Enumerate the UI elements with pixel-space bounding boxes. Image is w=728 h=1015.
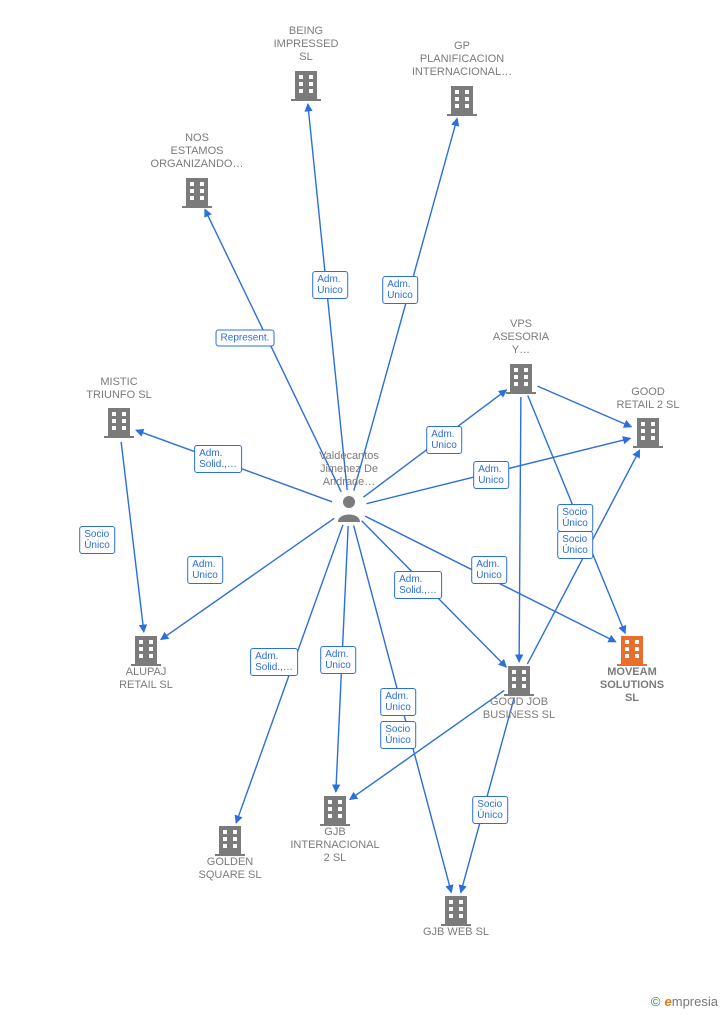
edge-label: Adm.Solid.,… — [394, 571, 442, 599]
edge-vps-goodjob — [519, 397, 521, 662]
edge-goodjob-gjbweb — [461, 697, 514, 892]
node-label: BEING IMPRESSED SL — [241, 25, 371, 65]
building-icon — [441, 894, 471, 926]
network-diagram: { "canvas": { "width": 728, "height": 10… — [0, 0, 728, 1015]
building-icon — [633, 416, 663, 448]
node-label: MOVEAM SOLUTIONS SL — [567, 666, 697, 706]
edge-label: Adm.Unico — [320, 646, 356, 674]
edge-label: Adm.Unico — [426, 426, 462, 454]
node-label: GOOD RETAIL 2 SL — [583, 386, 713, 412]
node-label: Valdecantos Jimenez De Andrade… — [284, 450, 414, 490]
building-icon — [506, 362, 536, 394]
edge-label: Adm.Solid.,… — [250, 648, 298, 676]
building-icon — [617, 634, 647, 666]
node-label: ALUPAJ RETAIL SL — [81, 666, 211, 692]
building-icon — [215, 824, 245, 856]
edge-label: SocioÚnico — [79, 526, 115, 554]
edge-label: Adm.Unico — [380, 688, 416, 716]
edge-label: Adm.Unico — [187, 556, 223, 584]
building-icon — [291, 69, 321, 101]
node-moveam[interactable]: MOVEAM SOLUTIONS SL — [567, 630, 697, 706]
building-icon — [320, 794, 350, 826]
brand-rest: mpresia — [672, 994, 718, 1009]
node-center[interactable]: Valdecantos Jimenez De Andrade… — [284, 450, 414, 522]
node-good2[interactable]: GOOD RETAIL 2 SL — [583, 386, 713, 448]
node-nos[interactable]: NOS ESTAMOS ORGANIZANDO… — [132, 132, 262, 208]
node-vps[interactable]: VPS ASESORIA Y… — [456, 318, 586, 394]
brand-e: e — [665, 994, 672, 1009]
edge-label: SocioÚnico — [557, 504, 593, 532]
edge-label: SocioÚnico — [380, 721, 416, 749]
node-label: GJB INTERNACIONAL 2 SL — [270, 826, 400, 866]
node-goodjob[interactable]: GOOD JOB BUSINESS SL — [454, 660, 584, 722]
node-gp[interactable]: GP PLANIFICACION INTERNACIONAL… — [397, 40, 527, 116]
edge-mistic-alupaj — [121, 442, 144, 632]
node-label: NOS ESTAMOS ORGANIZANDO… — [132, 132, 262, 172]
node-gjbint[interactable]: GJB INTERNACIONAL 2 SL — [270, 790, 400, 866]
building-icon — [182, 176, 212, 208]
edge-label: SocioÚnico — [557, 531, 593, 559]
node-label: GP PLANIFICACION INTERNACIONAL… — [397, 40, 527, 80]
node-label: MISTIC TRIUNFO SL — [54, 376, 184, 402]
copyright: © empresia — [651, 994, 718, 1009]
node-label: VPS ASESORIA Y… — [456, 318, 586, 358]
node-mistic[interactable]: MISTIC TRIUNFO SL — [54, 376, 184, 438]
node-label: GJB WEB SL — [391, 926, 521, 939]
node-gjbweb[interactable]: GJB WEB SL — [391, 890, 521, 939]
building-icon — [504, 664, 534, 696]
building-icon — [131, 634, 161, 666]
person-icon — [336, 494, 362, 522]
edge-label: Adm.Unico — [473, 461, 509, 489]
copyright-symbol: © — [651, 994, 661, 1009]
edge-label: Adm.Unico — [312, 271, 348, 299]
building-icon — [104, 406, 134, 438]
node-label: GOOD JOB BUSINESS SL — [454, 696, 584, 722]
edge-label: SocioÚnico — [472, 796, 508, 824]
node-being[interactable]: BEING IMPRESSED SL — [241, 25, 371, 101]
edge-label: Adm.Solid.,… — [194, 445, 242, 473]
edge-label: Represent. — [216, 330, 275, 347]
node-alupaj[interactable]: ALUPAJ RETAIL SL — [81, 630, 211, 692]
edge-label: Adm.Unico — [382, 276, 418, 304]
building-icon — [447, 84, 477, 116]
edge-label: Adm.Unico — [471, 556, 507, 584]
